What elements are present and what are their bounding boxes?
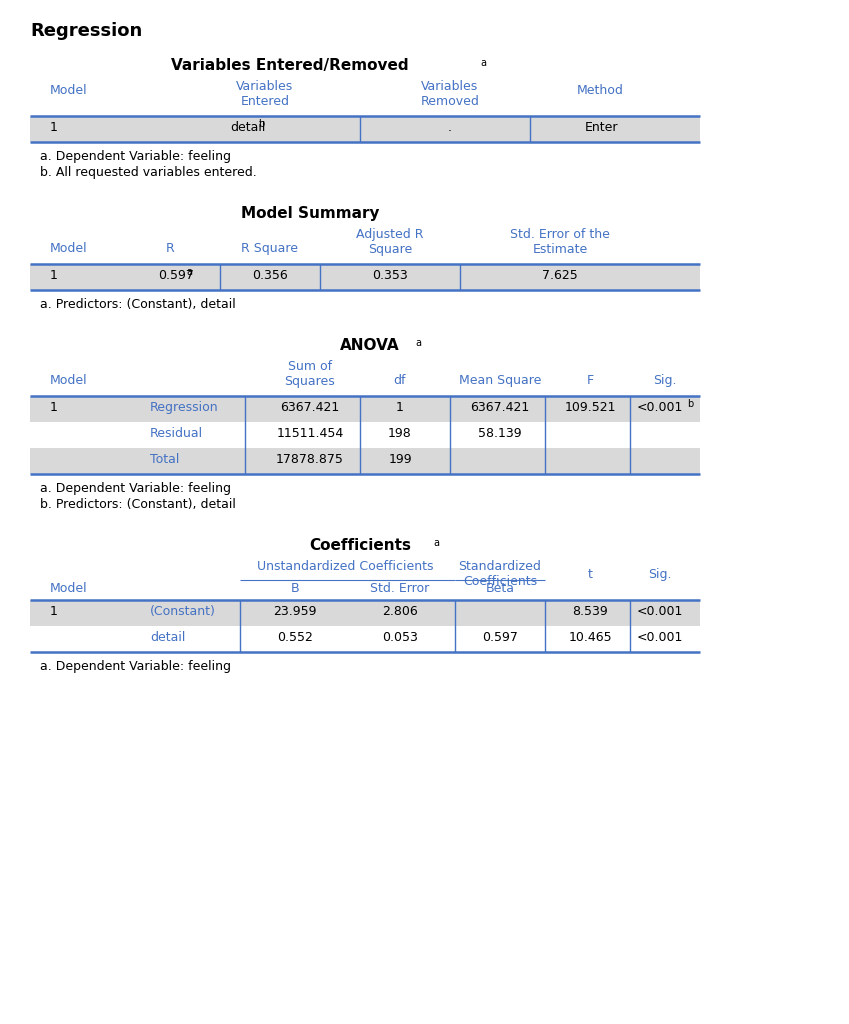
Text: 6367.421: 6367.421 [280, 401, 340, 414]
Text: Standardized
Coefficients: Standardized Coefficients [458, 560, 542, 588]
Text: 0.552: 0.552 [277, 631, 313, 644]
Text: 199: 199 [388, 453, 412, 466]
Text: Regression: Regression [150, 401, 219, 414]
Text: b: b [258, 119, 264, 129]
Text: 0.053: 0.053 [382, 631, 418, 644]
Text: a: a [415, 338, 421, 348]
Text: <0.001: <0.001 [637, 401, 683, 414]
Text: Regression: Regression [30, 22, 143, 40]
Bar [30, 116, 700, 142]
Text: a: a [186, 267, 192, 278]
Text: 23.959: 23.959 [273, 605, 317, 618]
Text: 1: 1 [50, 269, 58, 282]
Text: Mean Square: Mean Square [458, 374, 541, 387]
Text: 1: 1 [396, 401, 404, 414]
Text: 17878.875: 17878.875 [276, 453, 344, 466]
Text: Variables Entered/Removed: Variables Entered/Removed [171, 58, 409, 73]
Bar [30, 600, 700, 626]
Text: Coefficients: Coefficients [309, 538, 411, 553]
Text: 0.353: 0.353 [372, 269, 408, 282]
Text: (Constant): (Constant) [150, 605, 216, 618]
Text: Std. Error: Std. Error [370, 582, 430, 595]
Text: t: t [588, 568, 593, 581]
Text: Std. Error of the
Estimate: Std. Error of the Estimate [510, 228, 610, 256]
Text: 1: 1 [50, 401, 58, 414]
Text: Total: Total [150, 453, 179, 466]
Text: 1: 1 [50, 605, 58, 618]
Text: Sig.: Sig. [653, 374, 677, 387]
Text: detail: detail [230, 121, 266, 134]
Text: .: . [448, 121, 452, 134]
Text: Sig.: Sig. [649, 568, 672, 581]
Text: <0.001: <0.001 [637, 631, 683, 644]
Text: Sum of
Squares: Sum of Squares [284, 360, 335, 388]
Text: R Square: R Square [241, 242, 299, 255]
Text: Variables
Entered: Variables Entered [236, 80, 294, 108]
Text: a. Dependent Variable: feeling: a. Dependent Variable: feeling [40, 660, 231, 673]
Text: a: a [433, 538, 439, 548]
Text: Residual: Residual [150, 427, 203, 440]
Bar [30, 449, 700, 474]
Text: Model: Model [50, 582, 87, 595]
Text: b: b [687, 399, 694, 409]
Text: Variables
Removed: Variables Removed [420, 80, 480, 108]
Text: 10.465: 10.465 [568, 631, 612, 644]
Text: 0.597: 0.597 [158, 269, 194, 282]
Text: detail: detail [150, 631, 185, 644]
Text: ANOVA: ANOVA [340, 338, 400, 353]
Text: 1: 1 [50, 121, 58, 134]
Text: Method: Method [576, 84, 623, 97]
Text: B: B [290, 582, 300, 595]
Text: 6367.421: 6367.421 [470, 401, 530, 414]
Text: 2.806: 2.806 [382, 605, 418, 618]
Text: Unstandardized Coefficients: Unstandardized Coefficients [256, 560, 433, 573]
Text: 8.539: 8.539 [572, 605, 608, 618]
Text: a. Dependent Variable: feeling: a. Dependent Variable: feeling [40, 150, 231, 163]
Text: b. All requested variables entered.: b. All requested variables entered. [40, 166, 256, 179]
Text: 0.597: 0.597 [482, 631, 518, 644]
Bar [30, 396, 700, 422]
Text: a: a [480, 58, 486, 68]
Text: <0.001: <0.001 [637, 605, 683, 618]
Text: 198: 198 [388, 427, 412, 440]
Text: Adjusted R
Square: Adjusted R Square [357, 228, 424, 256]
Text: 7.625: 7.625 [543, 269, 578, 282]
Text: Model: Model [50, 374, 87, 387]
Text: R: R [166, 242, 174, 255]
Text: F: F [587, 374, 593, 387]
Text: Beta: Beta [486, 582, 514, 595]
Text: Model Summary: Model Summary [241, 206, 380, 221]
Text: Model: Model [50, 242, 87, 255]
Text: df: df [394, 374, 407, 387]
Text: a. Dependent Variable: feeling: a. Dependent Variable: feeling [40, 482, 231, 495]
Text: Enter: Enter [585, 121, 619, 134]
Bar [30, 264, 700, 290]
Text: 11511.454: 11511.454 [277, 427, 344, 440]
Text: 58.139: 58.139 [478, 427, 522, 440]
Text: 0.356: 0.356 [252, 269, 288, 282]
Text: b. Predictors: (Constant), detail: b. Predictors: (Constant), detail [40, 498, 236, 511]
Text: 109.521: 109.521 [565, 401, 616, 414]
Text: Model: Model [50, 84, 87, 97]
Text: a. Predictors: (Constant), detail: a. Predictors: (Constant), detail [40, 298, 236, 311]
